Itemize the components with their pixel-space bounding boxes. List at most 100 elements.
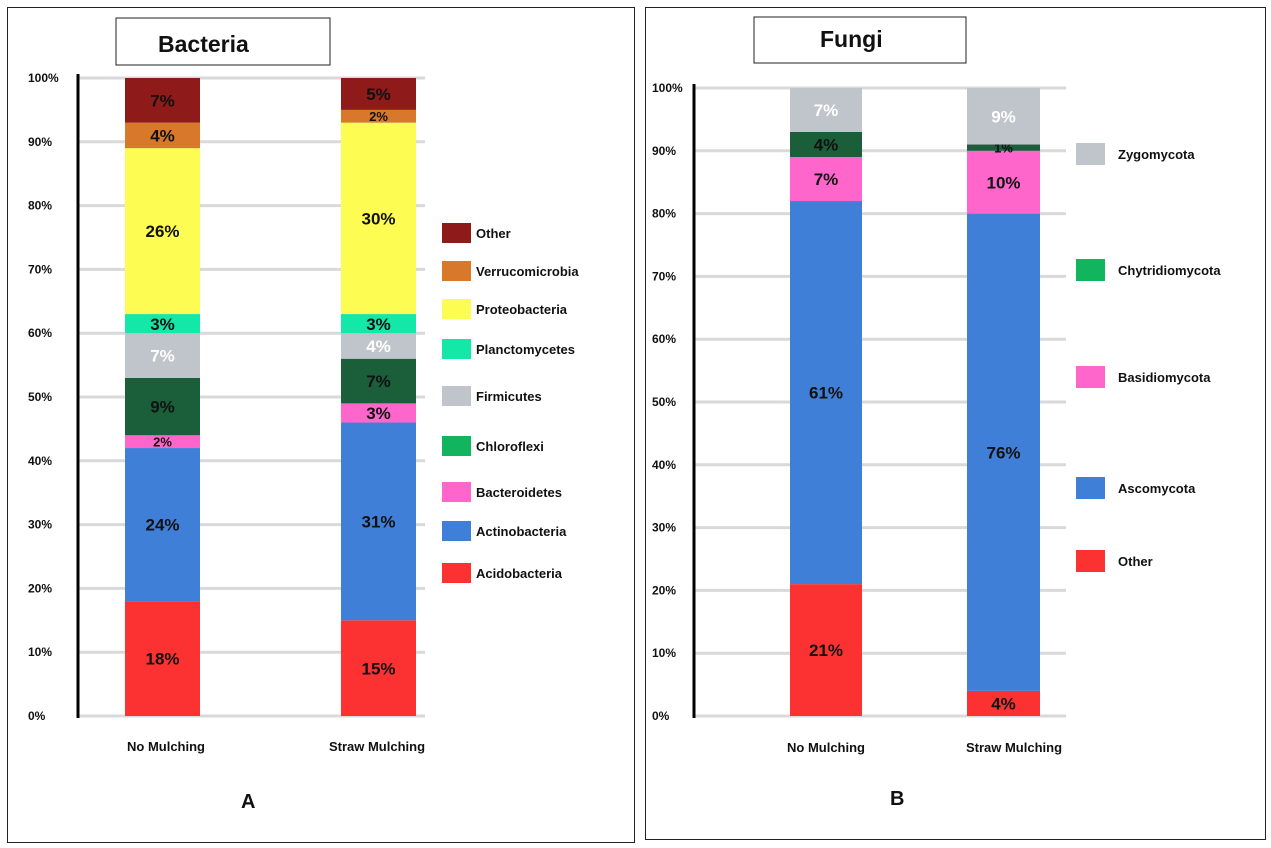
bar-segment-chloroflexi-0	[125, 377, 200, 436]
y-tick-label: 70%	[652, 269, 676, 283]
data-label: 5%	[366, 85, 391, 104]
data-label: 7%	[814, 170, 839, 189]
bar-segment-ascomycota-0	[790, 201, 862, 585]
data-label: 76%	[986, 443, 1020, 462]
legend-swatch-acidobacteria	[442, 563, 471, 583]
legend-label: Other	[1118, 554, 1153, 569]
bar-segment-acidobacteria-1	[341, 620, 416, 716]
y-tick-label: 30%	[652, 521, 676, 535]
legend-swatch-planctomycetes	[442, 339, 471, 359]
legend-label: Bacteroidetes	[476, 485, 562, 500]
legend-swatch-firmicutes	[442, 386, 471, 406]
y-tick-label: 20%	[28, 581, 52, 595]
y-tick-label: 60%	[28, 326, 52, 340]
legend-label: Chytridiomycota	[1118, 263, 1221, 278]
data-label: 2%	[369, 109, 388, 124]
legend-swatch-actinobacteria	[442, 521, 471, 541]
bar-segment-other-1	[967, 690, 1040, 716]
legend-swatch-ascomycota	[1076, 477, 1105, 499]
x-category-label: Straw Mulching	[966, 740, 1062, 755]
bar-segment-basidiomycota-0	[790, 157, 862, 202]
y-tick-label: 80%	[28, 199, 52, 213]
bar-segment-firmicutes-0	[125, 333, 200, 378]
legend-swatch-zygomycota	[1076, 143, 1105, 165]
data-label: 61%	[809, 384, 843, 403]
legend-swatch-verrucomicrobia	[442, 261, 471, 281]
y-tick-label: 100%	[652, 81, 683, 95]
y-tick-label: 40%	[652, 458, 676, 472]
data-label: 3%	[150, 315, 175, 334]
legend-label: Planctomycetes	[476, 342, 575, 357]
bar-segment-zygomycota-1	[967, 88, 1040, 145]
y-tick-label: 50%	[28, 390, 52, 404]
bar-segment-bacteroidetes-0	[125, 435, 200, 449]
data-label: 7%	[814, 101, 839, 120]
data-label: 26%	[145, 222, 179, 241]
y-tick-label: 60%	[652, 332, 676, 346]
y-tick-label: 0%	[28, 709, 46, 723]
chart-title: Bacteria	[158, 31, 249, 57]
legend-label: Acidobacteria	[476, 566, 563, 581]
legend-label: Chloroflexi	[476, 439, 544, 454]
y-tick-label: 90%	[652, 144, 676, 158]
chart-title-box	[115, 17, 331, 66]
bar-segment-chloroflexi-1	[341, 358, 416, 404]
bar-segment-planctomycetes-1	[341, 314, 416, 334]
data-label: 21%	[809, 641, 843, 660]
bar-segment-basidiomycota-1	[967, 150, 1040, 214]
data-label: 7%	[366, 372, 391, 391]
y-tick-label: 30%	[28, 518, 52, 532]
data-label: 7%	[150, 91, 175, 110]
legend-swatch-basidiomycota	[1076, 366, 1105, 388]
bar-segment-verrucomicrobia-1	[341, 109, 416, 123]
bar-segment-planctomycetes-0	[125, 314, 200, 334]
legend-swatch-chytridiomycota	[1076, 259, 1105, 281]
fungi-panel: Fungi 0% 10% 20% 30% 40% 50% 60% 70% 80% 90% 100% 21…	[645, 7, 1266, 840]
bar-segment-other-1	[341, 78, 416, 110]
bar-segment-chytridiomycota-0	[790, 131, 862, 158]
bacteria-chart: Bacteria 0% 10% 20% 30% 40% 50% 60% 70% 80% 90% 100…	[28, 17, 579, 813]
chart-title-box	[753, 16, 967, 64]
bar-segment-proteobacteria-1	[341, 122, 416, 315]
bar-segment-actinobacteria-1	[341, 422, 416, 621]
bar-segment-other-0	[790, 584, 862, 716]
legend-swatch-other	[1076, 550, 1105, 572]
legend-label: Zygomycota	[1118, 147, 1195, 162]
legend-label: Ascomycota	[1118, 481, 1196, 496]
data-label: 7%	[150, 347, 175, 366]
data-label: 30%	[361, 209, 395, 228]
data-label: 4%	[814, 136, 839, 155]
data-label: 15%	[361, 659, 395, 678]
data-label: 3%	[366, 315, 391, 334]
x-category-label: No Mulching	[127, 739, 205, 754]
data-label: 9%	[991, 107, 1016, 126]
bacteria-panel: Bacteria 0% 10% 20% 30% 40% 50% 60% 70% 80% 90% 100…	[7, 7, 635, 843]
y-tick-label: 100%	[28, 71, 59, 85]
data-label: 4%	[150, 127, 175, 146]
bar-segment-chytridiomycota-1	[967, 144, 1040, 151]
legend-swatch-other	[442, 223, 471, 243]
legend-swatch-proteobacteria	[442, 299, 471, 319]
data-label: 24%	[145, 516, 179, 535]
bar-segment-ascomycota-1	[967, 213, 1040, 691]
y-tick-label: 20%	[652, 583, 676, 597]
fungi-chart: Fungi 0% 10% 20% 30% 40% 50% 60% 70% 80% 90% 100% 21…	[652, 16, 1221, 810]
data-label: 18%	[145, 650, 179, 669]
data-label: 4%	[991, 695, 1016, 714]
x-category-label: Straw Mulching	[329, 739, 425, 754]
bar-segment-bacteroidetes-1	[341, 403, 416, 423]
data-label: 3%	[366, 404, 391, 423]
legend-label: Other	[476, 226, 511, 241]
legend-label: Actinobacteria	[476, 524, 567, 539]
y-tick-label: 0%	[652, 709, 670, 723]
y-tick-label: 40%	[28, 454, 52, 468]
legend-swatch-bacteroidetes	[442, 482, 471, 502]
x-category-label: No Mulching	[787, 740, 865, 755]
data-label: 31%	[361, 513, 395, 532]
chart-title: Fungi	[820, 26, 883, 52]
y-tick-label: 10%	[28, 645, 52, 659]
data-label: 9%	[150, 398, 175, 417]
y-tick-label: 70%	[28, 262, 52, 276]
panel-label: A	[241, 791, 255, 813]
data-label: 2%	[153, 434, 172, 449]
